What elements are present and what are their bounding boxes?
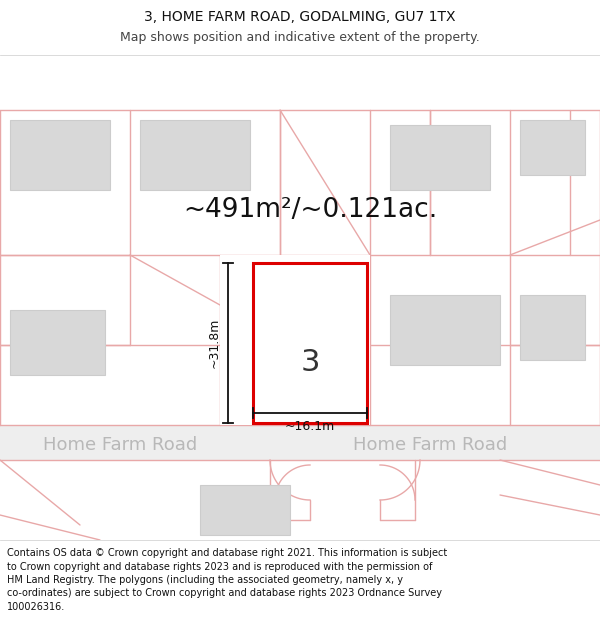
- Text: ~491m²/~0.121ac.: ~491m²/~0.121ac.: [183, 197, 437, 223]
- Text: 100026316.: 100026316.: [7, 602, 65, 612]
- Bar: [253, 263, 367, 423]
- Bar: [253, 353, 367, 423]
- Bar: [200, 485, 290, 535]
- Text: Home Farm Road: Home Farm Road: [353, 436, 507, 454]
- Bar: [10, 310, 105, 375]
- Bar: [0, 425, 600, 460]
- Text: HM Land Registry. The polygons (including the associated geometry, namely x, y: HM Land Registry. The polygons (includin…: [7, 575, 403, 585]
- Bar: [520, 295, 585, 360]
- Text: 3: 3: [300, 349, 320, 378]
- Text: Contains OS data © Crown copyright and database right 2021. This information is : Contains OS data © Crown copyright and d…: [7, 548, 447, 558]
- Text: 3, HOME FARM ROAD, GODALMING, GU7 1TX: 3, HOME FARM ROAD, GODALMING, GU7 1TX: [144, 10, 456, 24]
- Bar: [10, 120, 110, 190]
- Text: Home Farm Road: Home Farm Road: [43, 436, 197, 454]
- Text: co-ordinates) are subject to Crown copyright and database rights 2023 Ordnance S: co-ordinates) are subject to Crown copyr…: [7, 589, 442, 599]
- Bar: [390, 125, 490, 190]
- Bar: [390, 295, 500, 365]
- Bar: [140, 120, 250, 190]
- Text: Map shows position and indicative extent of the property.: Map shows position and indicative extent…: [120, 31, 480, 44]
- Text: ~16.1m: ~16.1m: [285, 421, 335, 434]
- Text: ~31.8m: ~31.8m: [208, 318, 221, 368]
- Text: to Crown copyright and database rights 2023 and is reproduced with the permissio: to Crown copyright and database rights 2…: [7, 561, 433, 571]
- Bar: [220, 255, 370, 425]
- Bar: [520, 120, 585, 175]
